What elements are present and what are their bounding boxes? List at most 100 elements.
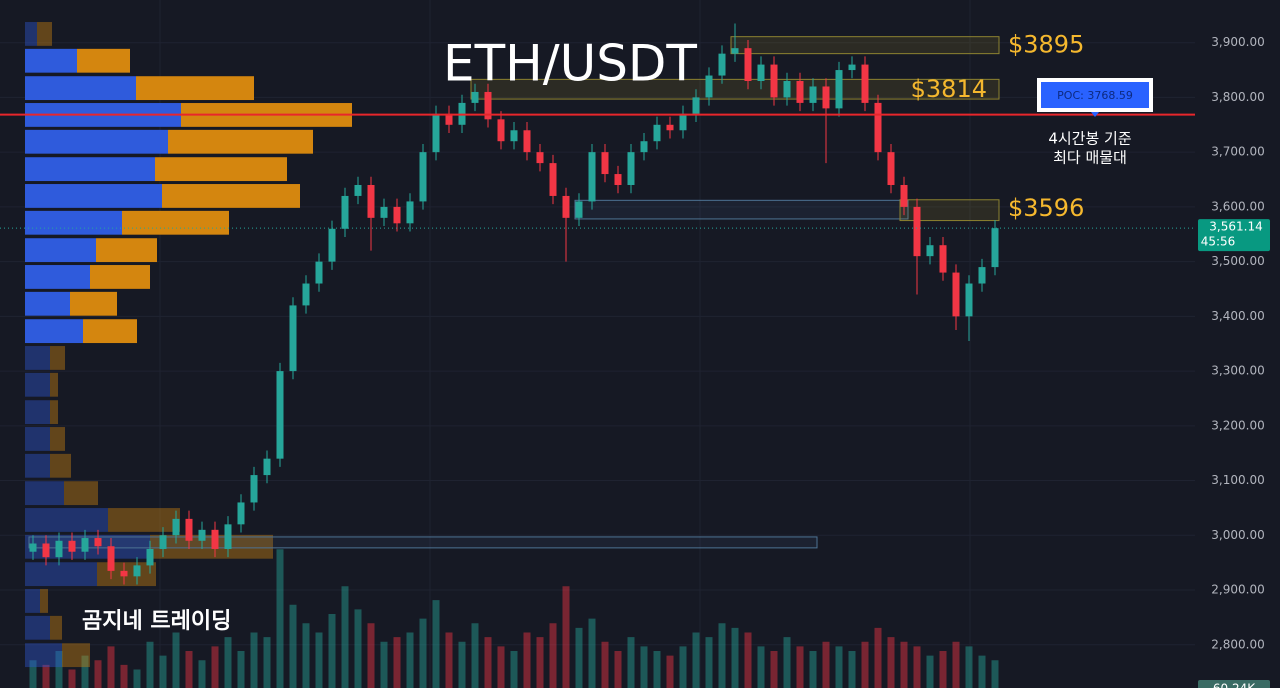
volume-bar [601, 641, 609, 688]
volume-bar [224, 637, 232, 688]
candle-body [81, 538, 89, 552]
volume-bar [263, 637, 271, 688]
y-tick-label: 3,900.00 [1211, 35, 1264, 49]
profile-up [25, 400, 50, 425]
candle-body [107, 546, 115, 571]
candle-body [991, 228, 999, 268]
candle-body [744, 48, 752, 82]
y-tick-label: 3,100.00 [1211, 473, 1264, 487]
candle-body [393, 206, 401, 224]
profile-up [25, 615, 50, 640]
y-tick-label: 3,500.00 [1211, 254, 1264, 268]
watermark: 곰지네 트레이딩 [82, 609, 231, 634]
profile-up [25, 589, 40, 613]
profile-down [37, 22, 52, 46]
profile-down [50, 400, 58, 425]
candle-body [523, 130, 531, 153]
annotation: 4시간봉 기준 [1048, 130, 1132, 148]
volume-bar [471, 623, 479, 688]
volume-bar [276, 549, 284, 688]
poc-pointer [1091, 112, 1099, 117]
volume-bar [250, 632, 258, 688]
candle-body [263, 458, 271, 476]
candle-body [471, 91, 479, 103]
candle-body [861, 64, 869, 103]
profile-up [25, 210, 122, 235]
volume-bar [81, 655, 89, 688]
volume-bar [484, 637, 492, 688]
volume-bar [237, 651, 245, 688]
volume-bar [757, 646, 765, 688]
candle-body [289, 305, 297, 372]
volume-bar [835, 646, 843, 688]
countdown-label: 45:56 [1201, 235, 1236, 249]
profile-up [25, 643, 62, 668]
volume-bar [978, 655, 986, 688]
volume-bar [510, 651, 518, 688]
candle-body [705, 75, 713, 98]
candle-body [614, 174, 622, 185]
volume-bar [796, 646, 804, 688]
y-tick-label: 3,700.00 [1211, 145, 1264, 159]
candle-body [406, 201, 414, 224]
profile-up [25, 453, 50, 478]
profile-down [64, 481, 98, 506]
candle-body [341, 195, 349, 229]
volume-bar [939, 651, 947, 688]
profile-up [25, 129, 168, 154]
candle-body [796, 81, 804, 103]
profile-down [62, 643, 90, 668]
volume-bar [315, 632, 323, 688]
volume-bar [328, 614, 336, 688]
volume-bar [94, 660, 102, 688]
candle-body [536, 152, 544, 164]
candle-body [445, 113, 453, 125]
candle-body [354, 184, 362, 196]
volume-bar [848, 651, 856, 688]
candle-body [835, 70, 843, 109]
candle-body [146, 548, 154, 566]
candle-body [731, 48, 739, 54]
profile-up [25, 76, 136, 101]
profile-down [40, 589, 48, 613]
candle-body [198, 529, 206, 541]
volume-bar [367, 623, 375, 688]
candle-body [94, 538, 102, 547]
volume-bar [68, 669, 76, 688]
profile-up [25, 319, 83, 344]
zone-box [899, 199, 1000, 222]
volume-bar [640, 646, 648, 688]
volume-bar [614, 651, 622, 688]
profile-down [77, 48, 130, 73]
candle-body [302, 283, 310, 306]
volume-bar [705, 637, 713, 688]
volume-bar [172, 632, 180, 688]
candle-body [328, 228, 336, 262]
volume-bar [302, 623, 310, 688]
volume-bar [159, 655, 167, 688]
zone-label: $3596 [1008, 194, 1084, 222]
volume-bar [965, 646, 973, 688]
volume-bar [900, 641, 908, 688]
candle-body [822, 86, 830, 109]
candle-body [237, 502, 245, 525]
profile-up [25, 265, 90, 289]
poc-label: POC: 3768.59 [1057, 89, 1133, 102]
candle-body [653, 124, 661, 142]
candle-body [380, 206, 388, 218]
candle-body [848, 64, 856, 71]
profile-up [25, 508, 108, 532]
candle-body [159, 535, 167, 549]
y-tick-label: 3,000.00 [1211, 528, 1264, 542]
annotation: 최다 매물대 [1053, 149, 1127, 167]
volume-bar [666, 655, 674, 688]
volume-bar [770, 651, 778, 688]
volume-bar [42, 664, 50, 688]
y-tick-label: 2,900.00 [1211, 583, 1264, 597]
range-box [28, 536, 818, 549]
volume-bar [692, 632, 700, 688]
volume-bar [952, 641, 960, 688]
volume-bar [341, 586, 349, 688]
volume-bar [562, 586, 570, 688]
candle-body [419, 152, 427, 202]
